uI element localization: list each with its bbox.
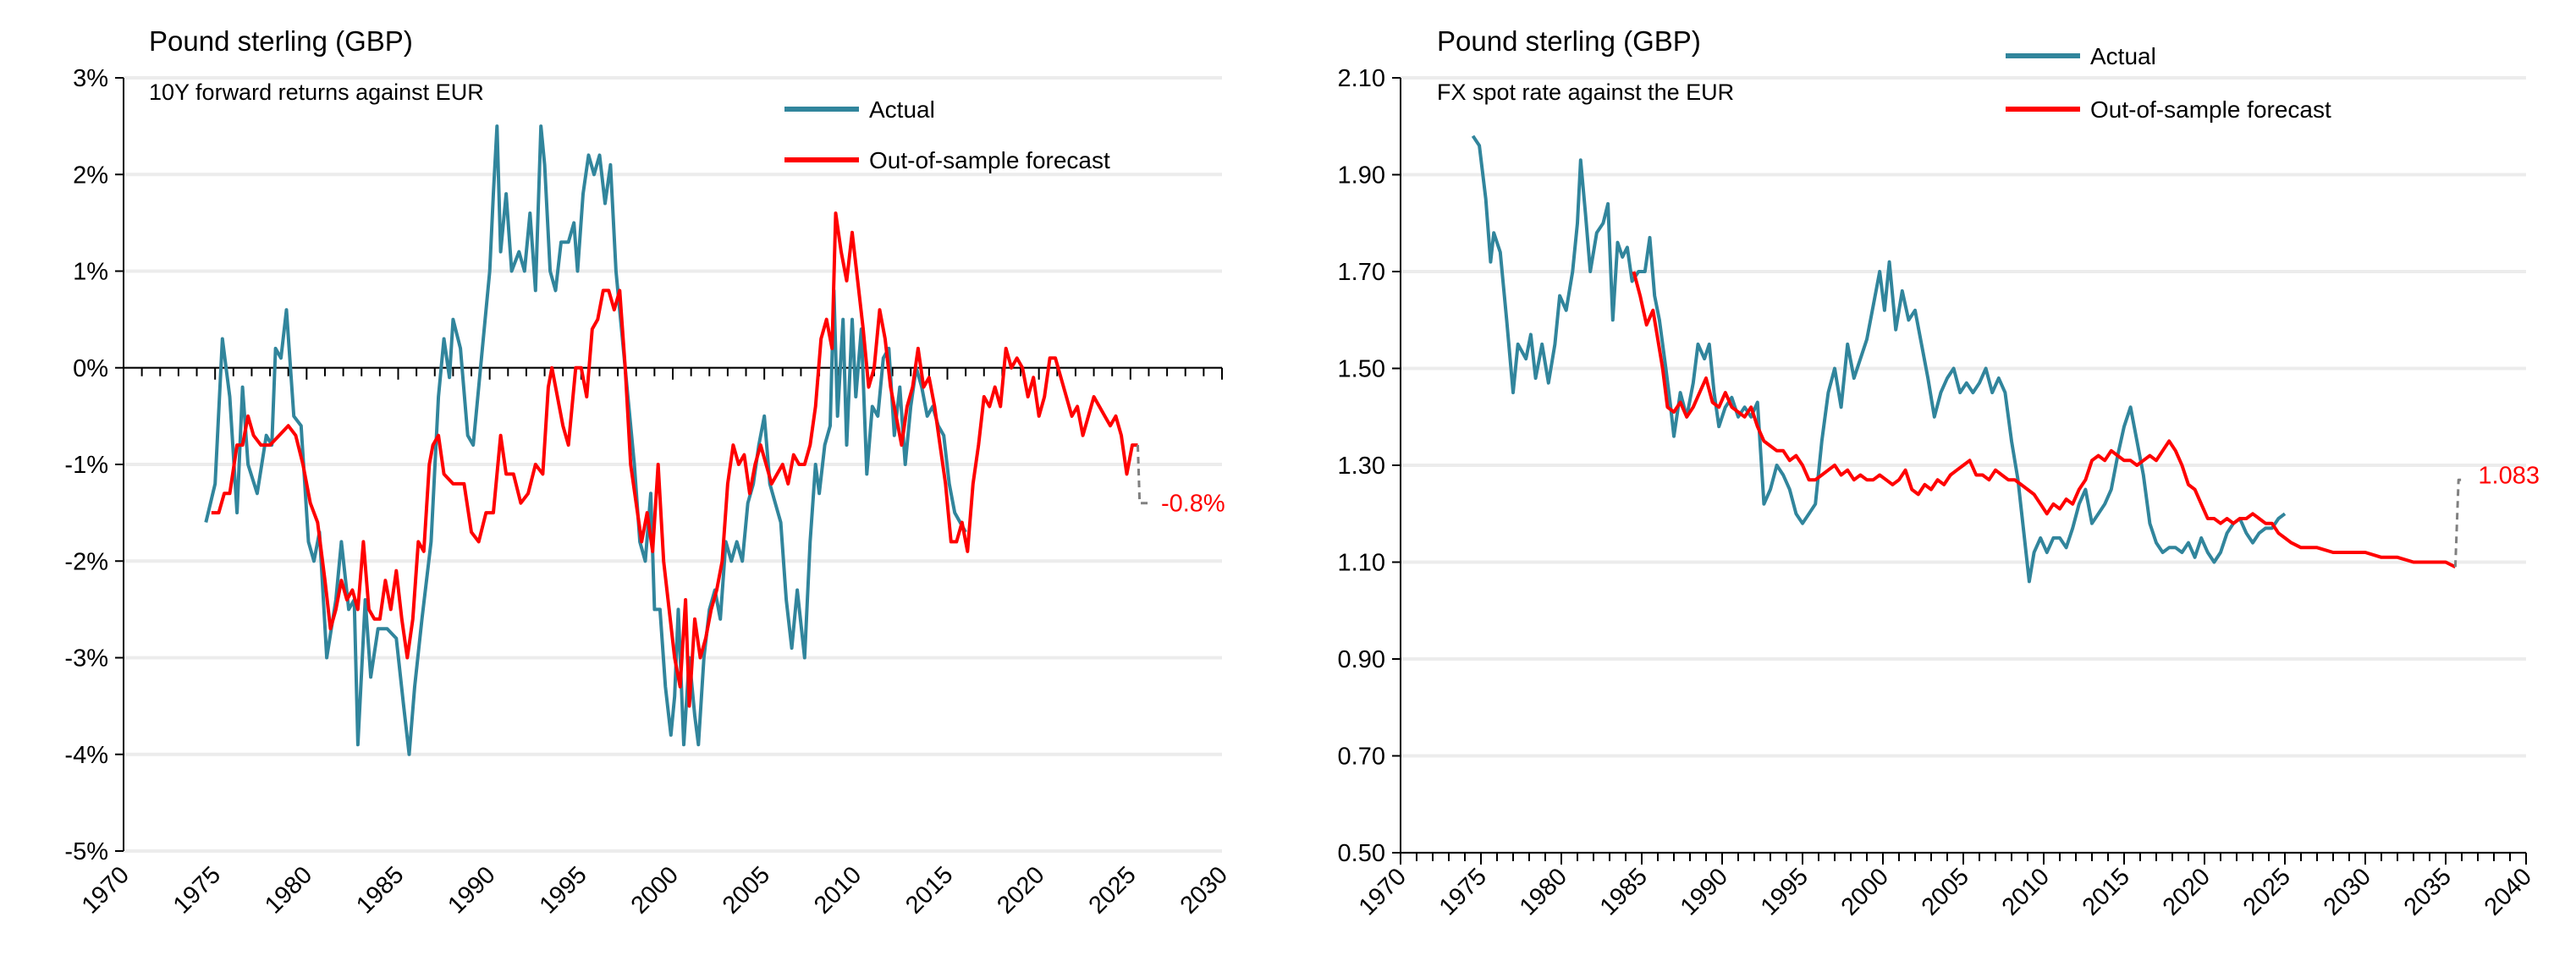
y-tick-label: -4% [64,742,108,769]
x-tick-label: 2005 [718,861,775,919]
x-tick-label: 2000 [1836,863,1894,920]
y-tick-label: 2.10 [1338,65,1385,92]
x-tick-label: 1975 [168,861,226,919]
y-tick-label: 1.30 [1338,453,1385,480]
series-line-forecast-extension [1137,445,1153,505]
x-tick-label: 1970 [1354,863,1412,920]
y-tick-label: 0.90 [1338,646,1385,673]
series-line-out-of-sample-forecast [1632,271,2457,568]
x-tick-label: 1985 [1595,863,1653,920]
x-tick-label: 2010 [809,861,867,919]
legend-label: Actual [2090,43,2156,69]
chart-fx-spot-rate: 2.10 1.90 1.70 1.50 1.30 1.10 0.90 0.70 0.501970… [1338,25,2540,921]
x-tick-label: 2030 [1175,861,1233,919]
x-tick-label: 2020 [992,861,1049,919]
x-tick-label: 1990 [1676,863,1733,920]
chart-title: Pound sterling (GBP) [149,25,413,57]
y-tick-label: 2% [73,162,108,189]
x-tick-label: 2010 [1997,863,2055,920]
x-tick-label: 1975 [1434,863,1492,920]
x-tick-label: 1985 [351,861,409,919]
x-tick-label: 2025 [2238,863,2296,920]
x-tick-label: 2020 [2158,863,2215,920]
x-tick-label: 1980 [1515,863,1572,920]
x-tick-label: 2025 [1084,861,1142,919]
x-tick-label: 2040 [2480,863,2537,920]
legend-label: Out-of-sample forecast [2090,96,2331,123]
y-tick-label: 1.50 [1338,356,1385,383]
series-line-out-of-sample-forecast [211,211,1138,708]
legend-label: Out-of-sample forecast [869,147,1110,173]
x-tick-label: 2015 [2078,863,2135,920]
chart-10y-forward-returns: 3% 2% 1% 0% -1% -2% -3% -4% -5%1970 1975 1980 1985 1… [64,25,1233,920]
x-tick-label: 2005 [1917,863,1974,920]
y-tick-label: -1% [64,452,108,479]
end-value-label: 1.083 [2478,462,2540,489]
x-tick-label: 1970 [77,861,135,919]
end-value-label: -0.8% [1161,491,1225,518]
y-tick-label: -5% [64,838,108,865]
y-tick-label: 1.90 [1338,162,1385,189]
x-tick-label: 2015 [900,861,958,919]
x-tick-label: 2030 [2319,863,2376,920]
y-tick-label: 1% [73,259,108,286]
x-tick-label: 1995 [535,861,592,919]
y-tick-label: 0.70 [1338,744,1385,771]
y-tick-label: -2% [64,548,108,575]
y-tick-label: 1.10 [1338,550,1385,577]
x-tick-label: 1980 [260,861,317,919]
series-line-actual [1471,135,2287,584]
legend-label: Actual [869,96,935,123]
y-tick-label: -3% [64,645,108,673]
chart-subtitle: FX spot rate against the EUR [1437,80,1734,105]
series-line-forecast-extension [2453,478,2465,568]
chart-subtitle: 10Y forward returns against EUR [149,80,484,105]
x-tick-label: 2035 [2399,863,2457,920]
chart-title: Pound sterling (GBP) [1437,25,1701,57]
y-tick-label: 0.50 [1338,840,1385,867]
y-tick-label: 0% [73,355,108,382]
x-tick-label: 1995 [1756,863,1814,920]
x-tick-label: 1990 [443,861,500,919]
y-tick-label: 1.70 [1338,259,1385,286]
x-tick-label: 2000 [626,861,684,919]
y-tick-label: 3% [73,65,108,92]
series-line-actual [204,124,967,756]
